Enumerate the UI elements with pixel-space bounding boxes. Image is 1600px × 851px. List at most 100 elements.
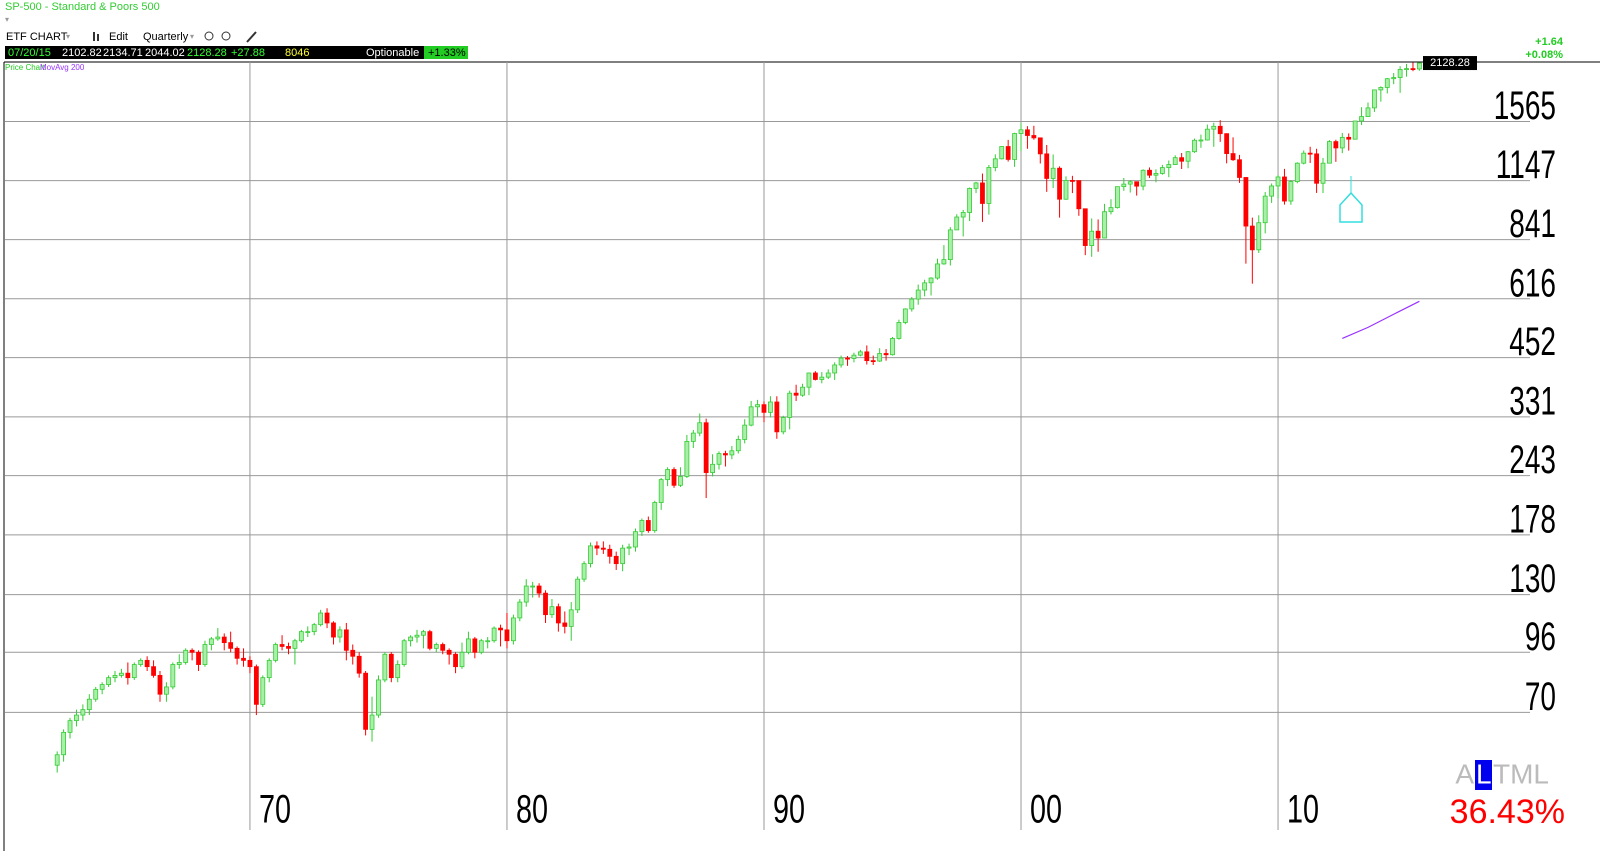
candle-body [253,666,259,705]
zoom-out[interactable] [221,31,231,41]
chart-type-menu[interactable]: ETF CHART [6,31,68,43]
y-tick-label: 1147 [1496,143,1556,187]
candle-body [530,585,536,588]
candle-body [421,631,426,636]
candle-body [202,644,208,665]
candle-body [1179,157,1185,162]
candle-body [690,432,696,442]
x-tick-label: 10 [1287,787,1319,832]
candle-body [1384,78,1390,88]
candle-body [1314,153,1319,184]
candle-body [626,546,632,549]
candle-body [594,545,600,549]
candle-body [241,657,246,661]
candle-body [877,353,883,362]
candle-body [1352,120,1358,140]
candle-body [1333,141,1339,149]
candle-body [1237,159,1242,178]
dropdown-arrow[interactable]: ▾ [5,15,9,24]
candle-body [1288,181,1294,202]
candle-body [1307,152,1313,155]
candle-body [138,659,144,665]
candle-body [588,545,593,565]
candle-body [498,627,503,631]
candle-body [845,357,850,360]
draw-tool[interactable] [246,31,257,43]
candle-body [960,212,966,218]
candle-body [645,520,651,532]
candle-body [652,502,658,532]
candle-body [1095,230,1101,239]
candle-body [1217,125,1223,135]
candle-body [112,675,118,679]
candle-body [864,351,870,362]
indicator-highlight [1475,760,1492,790]
candle-body [1108,207,1114,213]
candle-body [954,216,960,231]
edit-icon[interactable] [93,32,95,41]
edit-icon[interactable] [97,34,99,41]
candle-body [350,649,356,657]
candle-body [902,308,908,323]
candle-body [54,754,60,766]
y-tick-label: 70 [1525,675,1556,719]
candle-body [1070,180,1075,182]
candle-body [774,401,780,433]
candle-body [1147,169,1152,176]
candle-body [1159,167,1165,174]
quote-pct-bg [424,46,468,59]
candle-body [99,684,105,690]
candles [54,62,1422,773]
candle-body [1172,157,1178,165]
quote-flag: Optionable [366,47,419,59]
candle-body [723,453,728,456]
zoom-in[interactable] [204,31,214,41]
candle-body [1359,116,1364,122]
candle-body [1185,151,1191,162]
candle-body [1211,125,1217,130]
candle-body [157,675,163,695]
candle-body [922,282,928,291]
candle-body [472,638,478,653]
moving-average-line [1342,300,1420,340]
candle-body [337,629,343,638]
dropdown-arrow[interactable]: ▾ [190,32,194,41]
candle-body [851,354,857,359]
candle-body [581,563,587,580]
candle-body [86,698,92,711]
y-tick-label: 130 [1509,557,1556,601]
candle-body [131,664,137,679]
edit-button[interactable]: Edit [109,31,128,43]
candle-body [549,606,555,616]
x-tick-label: 00 [1030,787,1062,832]
candle-body [1192,139,1197,153]
candle-body [170,664,176,688]
candle-body [273,644,279,661]
candle-body [196,651,201,665]
candle-body [1031,135,1037,139]
x-tick-label: 80 [516,787,548,832]
candle-body [543,592,548,616]
candle-body [729,450,735,456]
candle-body [1378,87,1384,91]
candle-body [215,636,221,640]
candle-body [1198,139,1204,142]
candle-body [363,672,369,730]
candle-body [947,229,953,261]
alert-marker[interactable] [1339,191,1363,223]
legend-price: Price Chart [5,63,46,72]
candle-body [768,401,773,413]
last-price-box [1423,56,1477,71]
candle-body [793,392,799,396]
candle-body [1153,173,1159,176]
candle-body [125,672,131,679]
indicator-suffix: TML [1493,758,1549,789]
dropdown-arrow[interactable]: ▾ [66,32,70,41]
candle-body [761,404,767,413]
period-menu[interactable]: Quarterly [143,31,189,43]
candle-body [1114,186,1120,209]
candle-body [870,360,876,363]
candle-body [459,651,465,668]
candle-body [883,353,889,356]
candle-body [247,659,253,668]
